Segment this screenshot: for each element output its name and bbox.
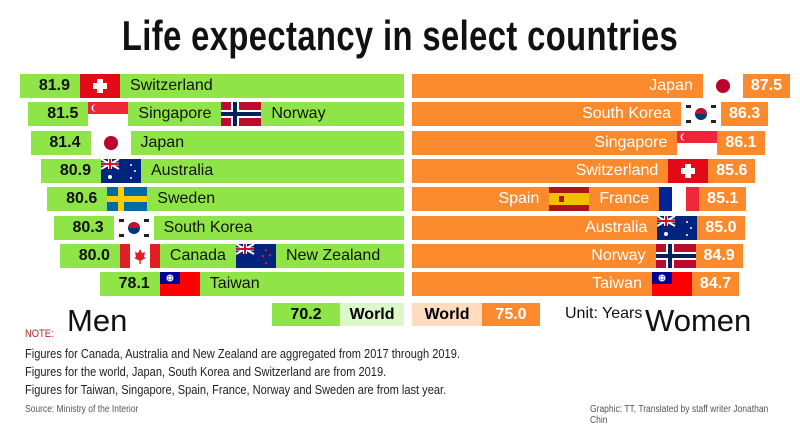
men-value: 80.9 [59, 161, 91, 179]
men-bar: 80.6 Sweden [47, 187, 404, 212]
country-name: France [599, 190, 650, 208]
flag-sweden-icon [107, 187, 148, 212]
women-value: 85.6 [716, 161, 748, 179]
country-name: Switzerland [575, 161, 659, 179]
country-name: Sweden [157, 190, 216, 208]
women-bar: Switzerland 85.6 [412, 158, 756, 183]
men-world-label: World [340, 303, 404, 326]
country-name: Norway [271, 105, 326, 123]
women-value: 85.0 [705, 218, 737, 236]
women-bar: Taiwan 84.7 [412, 272, 740, 297]
men-bar: 81.9 Switzerland [20, 74, 404, 98]
women-bar: Singapore 86.1 [412, 130, 765, 155]
men-bar: 81.4 Japan [30, 130, 404, 155]
flag-south-korea-icon [681, 102, 722, 127]
men-world-value: 70.2 [272, 303, 340, 326]
women-label: Women [645, 303, 752, 338]
country-name: Australia [585, 218, 648, 236]
note-line: Figures for Taiwan, Singapore, Spain, Fr… [25, 382, 447, 397]
country-name: Norway [591, 246, 646, 264]
men-bar: 80.9 Australia [41, 158, 404, 183]
country-name: Australia [151, 161, 214, 179]
flag-norway-icon [655, 243, 696, 268]
country-name: South Korea [163, 218, 253, 236]
flag-france-icon [659, 187, 700, 212]
flag-taiwan-icon [159, 272, 200, 297]
men-value: 81.4 [49, 133, 81, 151]
women-bar: South Korea 86.3 [412, 102, 769, 127]
women-value: 86.3 [729, 105, 761, 123]
flag-canada-icon [119, 243, 160, 268]
country-name: Singapore [138, 105, 212, 123]
men-value: 78.1 [118, 275, 150, 293]
flag-taiwan-icon [651, 272, 692, 297]
men-bar: 78.1 Taiwan [99, 272, 404, 297]
men-label: Men [67, 303, 128, 338]
women-value: 86.1 [725, 133, 757, 151]
country-name: South Korea [582, 105, 672, 123]
flag-switzerland-icon [80, 74, 120, 98]
men-bar: 80.0 Canada New Zealand [59, 243, 404, 268]
flag-norway-icon [221, 102, 262, 127]
men-value: 80.6 [66, 190, 98, 208]
credit: Graphic: TT, Translated by staff writer … [590, 404, 769, 426]
flag-japan-icon [90, 130, 131, 155]
women-bar: Japan 87.5 [412, 74, 790, 98]
chart-title: Life expectancy in select countries [121, 12, 679, 59]
women-value: 84.9 [703, 246, 735, 264]
flag-australia-icon [101, 158, 141, 183]
flag-spain-icon [549, 187, 590, 212]
women-bar: Spain France 85.1 [412, 187, 747, 212]
women-value: 87.5 [750, 77, 782, 94]
flag-new-zealand-icon [235, 243, 276, 268]
flag-singapore-icon [677, 130, 718, 155]
women-value: 85.1 [707, 190, 739, 208]
women-bar: Australia 85.0 [412, 215, 745, 240]
men-value: 80.0 [78, 246, 110, 264]
country-name: Japan [140, 133, 185, 151]
unit-label: Unit: Years [565, 305, 643, 322]
men-bar: 80.3 South Korea [53, 215, 404, 240]
note-heading: NOTE: [25, 328, 54, 340]
women-world-label: World [412, 303, 482, 326]
flag-australia-icon [657, 215, 698, 240]
women-world-value: 75.0 [482, 303, 540, 326]
note-line: Figures for the world, Japan, South Kore… [25, 364, 387, 379]
country-name: Japan [649, 77, 693, 94]
women-value: 84.7 [699, 275, 732, 293]
note-line: Figures for Canada, Australia and New Ze… [25, 346, 460, 361]
flag-singapore-icon [88, 102, 129, 127]
flag-south-korea-icon [113, 215, 154, 240]
men-bar: 81.5 Singapore Norway [28, 102, 404, 127]
flag-switzerland-icon [668, 158, 709, 183]
women-bar: Norway 84.9 [412, 243, 743, 268]
flag-japan-icon [702, 74, 743, 98]
country-name: Spain [498, 190, 540, 208]
country-name: Taiwan [592, 275, 642, 293]
country-name: Taiwan [209, 275, 260, 293]
men-value: 81.5 [47, 105, 79, 123]
country-name: Singapore [594, 133, 668, 151]
country-name: Switzerland [130, 77, 213, 94]
country-name: New Zealand [285, 246, 381, 264]
source: Source: Ministry of the Interior [25, 404, 139, 415]
men-value: 80.3 [72, 218, 104, 236]
country-name: Canada [169, 246, 226, 264]
men-value: 81.9 [38, 77, 70, 94]
